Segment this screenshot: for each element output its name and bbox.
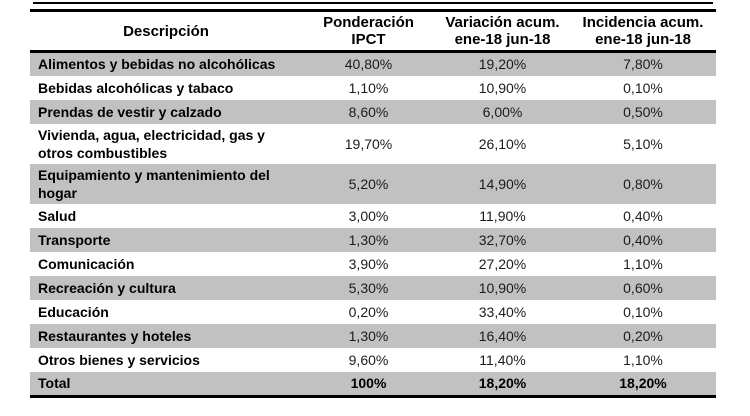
- column-header-descripcion: Descripción: [30, 10, 302, 53]
- ponderacion-cell: 1,10%: [348, 79, 389, 96]
- table-row: Transporte 1,30% 32,70% 0,40%: [30, 227, 716, 252]
- table-row: Recreación y cultura 5,30% 10,90% 0,60%: [30, 275, 716, 300]
- header-line: Incidencia acum.: [582, 14, 704, 31]
- incidencia-cell: 0,40%: [623, 207, 663, 224]
- ipct-incidence-table: Descripción Ponderación IPCT Variación a…: [30, 9, 716, 398]
- header-line: ene-18 jun-18: [595, 31, 691, 48]
- ponderacion-cell: 5,30%: [348, 279, 389, 296]
- description-cell: Total: [38, 375, 71, 392]
- ponderacion-cell: 1,30%: [348, 327, 389, 344]
- incidencia-cell: 0,20%: [623, 327, 663, 344]
- ponderacion-cell: 3,90%: [348, 255, 389, 272]
- variacion-cell: 11,40%: [479, 351, 526, 368]
- ponderacion-cell: 3,00%: [348, 207, 389, 224]
- variacion-cell: 18,20%: [478, 375, 527, 392]
- header-line: Ponderación: [323, 14, 414, 31]
- incidencia-cell: 0,60%: [623, 279, 663, 296]
- description-cell: Restaurantes y hoteles: [38, 327, 192, 344]
- ponderacion-cell: 1,30%: [348, 231, 389, 248]
- incidencia-cell: 7,80%: [623, 56, 663, 73]
- ponderacion-cell: 40,80%: [344, 56, 393, 73]
- description-cell: Equipamiento y mantenimiento del hogar: [38, 166, 270, 201]
- variacion-cell: 10,90%: [478, 79, 527, 96]
- description-cell: Prendas de vestir y calzado: [38, 103, 222, 120]
- table-row-total: Total 100% 18,20% 18,20%: [30, 371, 716, 397]
- description-cell: Transporte: [38, 231, 111, 248]
- table-row: Bebidas alcohólicas y tabaco 1,10% 10,90…: [30, 76, 716, 100]
- variacion-cell: 6,00%: [482, 103, 523, 120]
- header-row: Descripción Ponderación IPCT Variación a…: [30, 10, 716, 53]
- variacion-cell: 26,10%: [478, 135, 527, 152]
- incidencia-cell: 0,80%: [623, 175, 663, 192]
- table-row: Comunicación 3,90% 27,20% 1,10%: [30, 252, 716, 276]
- table-row: Vivienda, agua, electricidad, gas y otro…: [30, 124, 716, 164]
- incidencia-cell: 5,10%: [623, 135, 663, 152]
- variacion-cell: 10,90%: [478, 279, 527, 296]
- column-header-incidencia: Incidencia acum. ene-18 jun-18: [570, 10, 716, 53]
- description-cell: Bebidas alcohólicas y tabaco: [38, 79, 234, 96]
- description-cell: Educación: [38, 303, 109, 320]
- incidencia-cell: 0,10%: [623, 303, 663, 320]
- ponderacion-cell: 5,20%: [348, 175, 389, 192]
- description-cell: Otros bienes y servicios: [38, 351, 200, 368]
- variacion-cell: 19,20%: [478, 56, 527, 73]
- top-rule-divider: [33, 2, 713, 4]
- variacion-cell: 14,90%: [478, 175, 527, 192]
- header-line: Variación acum.: [445, 14, 560, 31]
- ponderacion-cell: 0,20%: [348, 303, 389, 320]
- table-row: Alimentos y bebidas no alcohólicas 40,80…: [30, 51, 716, 76]
- ponderacion-cell: 19,70%: [344, 135, 393, 152]
- description-cell: Comunicación: [38, 255, 135, 272]
- column-header-variacion: Variación acum. ene-18 jun-18: [435, 10, 570, 53]
- description-cell: Vivienda, agua, electricidad, gas y otro…: [38, 126, 265, 161]
- ponderacion-cell: 8,60%: [348, 103, 389, 120]
- incidencia-cell: 0,50%: [623, 103, 663, 120]
- table-row: Educación 0,20% 33,40% 0,10%: [30, 300, 716, 324]
- incidencia-cell: 1,10%: [623, 351, 663, 368]
- incidencia-cell: 0,10%: [623, 79, 663, 96]
- variacion-cell: 16,40%: [478, 327, 527, 344]
- variacion-cell: 11,90%: [479, 207, 526, 224]
- table-row: Salud 3,00% 11,90% 0,40%: [30, 204, 716, 228]
- column-header-ponderacion: Ponderación IPCT: [302, 10, 435, 53]
- header-line: IPCT: [351, 31, 386, 48]
- incidencia-cell: 0,40%: [623, 231, 663, 248]
- variacion-cell: 33,40%: [478, 303, 527, 320]
- description-cell: Salud: [38, 207, 77, 224]
- table-row: Restaurantes y hoteles 1,30% 16,40% 0,20…: [30, 323, 716, 348]
- variacion-cell: 32,70%: [478, 231, 527, 248]
- variacion-cell: 27,20%: [478, 255, 527, 272]
- table-header: Descripción Ponderación IPCT Variación a…: [30, 10, 716, 53]
- header-line: Descripción: [123, 22, 209, 40]
- header-line: ene-18 jun-18: [454, 31, 551, 48]
- table-row: Prendas de vestir y calzado 8,60% 6,00% …: [30, 99, 716, 124]
- ponderacion-cell: 9,60%: [348, 351, 389, 368]
- incidencia-cell: 1,10%: [623, 255, 663, 272]
- table-body: Alimentos y bebidas no alcohólicas 40,80…: [30, 51, 716, 397]
- description-cell: Alimentos y bebidas no alcohólicas: [38, 56, 276, 73]
- ponderacion-cell: 100%: [350, 375, 387, 392]
- table-row: Equipamiento y mantenimiento del hogar 5…: [30, 163, 716, 204]
- table-row: Otros bienes y servicios 9,60% 11,40% 1,…: [30, 348, 716, 372]
- description-cell: Recreación y cultura: [38, 279, 176, 296]
- incidencia-cell: 18,20%: [619, 375, 667, 392]
